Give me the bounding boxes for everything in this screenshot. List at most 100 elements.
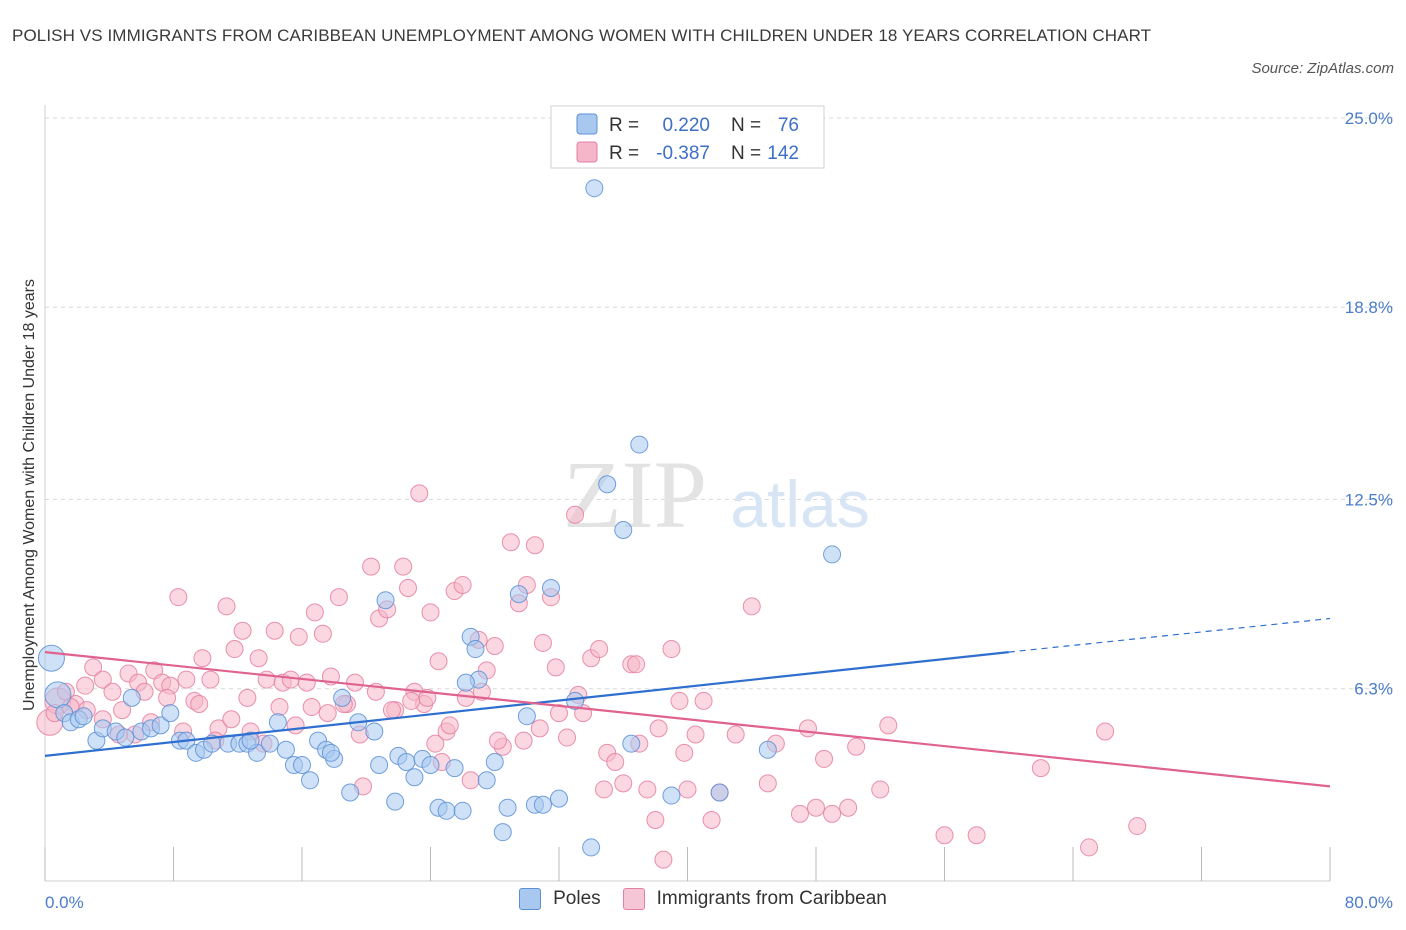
caribbean-point bbox=[426, 734, 445, 753]
caribbean-point bbox=[265, 621, 284, 640]
legend-r-label-carib: R = bbox=[609, 143, 639, 164]
caribbean-point bbox=[362, 557, 381, 576]
axes bbox=[44, 105, 1331, 882]
series-caribbean-points bbox=[36, 484, 1147, 869]
poles-point bbox=[241, 731, 260, 750]
caribbean-point bbox=[453, 575, 472, 594]
poles-point bbox=[44, 681, 72, 709]
legend-n-label-poles: N = bbox=[731, 115, 761, 136]
poles-point bbox=[365, 722, 384, 741]
trend-lines bbox=[44, 617, 1331, 788]
caribbean-point bbox=[318, 704, 337, 723]
y-tick-label-0: 6.3% bbox=[1354, 680, 1393, 699]
caribbean-point bbox=[566, 505, 585, 524]
legend-bottom-label-carib: Immigrants from Caribbean bbox=[656, 888, 887, 909]
caribbean-trend-line bbox=[44, 651, 1331, 788]
caribbean-point bbox=[429, 652, 448, 671]
poles-point bbox=[823, 545, 842, 564]
x-tick-label-min: 0.0% bbox=[45, 893, 84, 912]
legend-bottom-swatch-carib bbox=[622, 888, 645, 910]
caribbean-point bbox=[823, 804, 842, 823]
poles-point bbox=[630, 435, 649, 454]
caribbean-point bbox=[270, 698, 289, 717]
caribbean-point bbox=[113, 701, 132, 720]
chart-source: Source: ZipAtlas.com bbox=[1251, 60, 1394, 77]
caribbean-point bbox=[76, 676, 95, 695]
caribbean-point bbox=[410, 484, 429, 503]
poles-point bbox=[456, 673, 475, 692]
caribbean-point bbox=[93, 670, 112, 689]
y-tick-label-2: 18.8% bbox=[1345, 298, 1393, 317]
caribbean-point bbox=[550, 704, 568, 723]
caribbean-point bbox=[190, 694, 209, 713]
caribbean-point bbox=[249, 649, 268, 668]
legend-r-value-poles: 0.220 bbox=[662, 115, 710, 136]
x-tick-label-max: 80.0% bbox=[1345, 893, 1393, 912]
caribbean-point bbox=[158, 688, 177, 707]
poles-trend-line bbox=[44, 651, 1009, 757]
caribbean-point bbox=[839, 798, 858, 817]
legend-r-label-poles: R = bbox=[609, 115, 639, 136]
legend-n-value-carib: 142 bbox=[767, 143, 799, 164]
caribbean-point bbox=[879, 716, 898, 735]
legend-swatch-carib bbox=[576, 141, 598, 163]
poles-point bbox=[710, 783, 729, 802]
poles-point bbox=[445, 759, 464, 778]
caribbean-point bbox=[606, 752, 625, 771]
poles-point bbox=[276, 740, 295, 759]
caribbean-point bbox=[1031, 759, 1050, 778]
poles-point bbox=[341, 783, 360, 802]
y-tick-labels: 6.3% 12.5% 18.8% 25.0% bbox=[1345, 109, 1393, 699]
caribbean-point bbox=[1080, 838, 1099, 857]
caribbean-point bbox=[590, 640, 609, 659]
caribbean-point bbox=[286, 716, 305, 735]
poles-point bbox=[370, 756, 389, 775]
legend-bottom-label-poles: Poles bbox=[553, 888, 601, 909]
poles-point bbox=[405, 768, 424, 787]
watermark-atlas: atlas bbox=[730, 467, 869, 541]
poles-point bbox=[421, 756, 440, 775]
caribbean-point bbox=[399, 579, 418, 598]
caribbean-point bbox=[815, 749, 834, 768]
caribbean-point bbox=[402, 691, 421, 710]
caribbean-point bbox=[594, 780, 613, 799]
caribbean-point bbox=[807, 798, 825, 817]
poles-point bbox=[498, 798, 517, 817]
poles-point bbox=[453, 801, 472, 820]
caribbean-point bbox=[302, 698, 321, 717]
legend-n-label-carib: N = bbox=[731, 143, 761, 164]
caribbean-point bbox=[84, 658, 103, 677]
watermark-zip: ZIP bbox=[563, 441, 707, 548]
poles-point bbox=[662, 786, 681, 805]
caribbean-point bbox=[798, 719, 817, 738]
caribbean-point bbox=[758, 774, 777, 793]
poles-point bbox=[376, 591, 395, 610]
poles-point bbox=[582, 838, 601, 857]
grid-lines bbox=[45, 117, 1393, 690]
caribbean-point bbox=[627, 655, 646, 674]
poles-point bbox=[74, 707, 93, 726]
poles-point bbox=[485, 752, 504, 771]
caribbean-point bbox=[456, 688, 475, 707]
caribbean-point bbox=[289, 627, 308, 646]
poles-point bbox=[37, 644, 65, 672]
caribbean-point bbox=[654, 850, 673, 869]
caribbean-point bbox=[847, 737, 866, 756]
caribbean-point bbox=[346, 673, 365, 692]
poles-point bbox=[598, 475, 617, 494]
caribbean-point bbox=[233, 621, 252, 640]
poles-point bbox=[333, 688, 352, 707]
caribbean-point bbox=[638, 780, 657, 799]
caribbean-point bbox=[1096, 722, 1115, 741]
chart-title: POLISH VS IMMIGRANTS FROM CARIBBEAN UNEM… bbox=[12, 26, 1152, 45]
caribbean-point bbox=[217, 597, 236, 616]
poles-point bbox=[116, 728, 135, 747]
caribbean-point bbox=[686, 725, 705, 744]
poles-point bbox=[122, 688, 141, 707]
poles-point bbox=[301, 771, 320, 790]
poles-point bbox=[614, 521, 633, 540]
caribbean-point bbox=[533, 633, 552, 652]
caribbean-point bbox=[394, 557, 413, 576]
caribbean-point bbox=[329, 588, 348, 607]
caribbean-point bbox=[177, 670, 196, 689]
